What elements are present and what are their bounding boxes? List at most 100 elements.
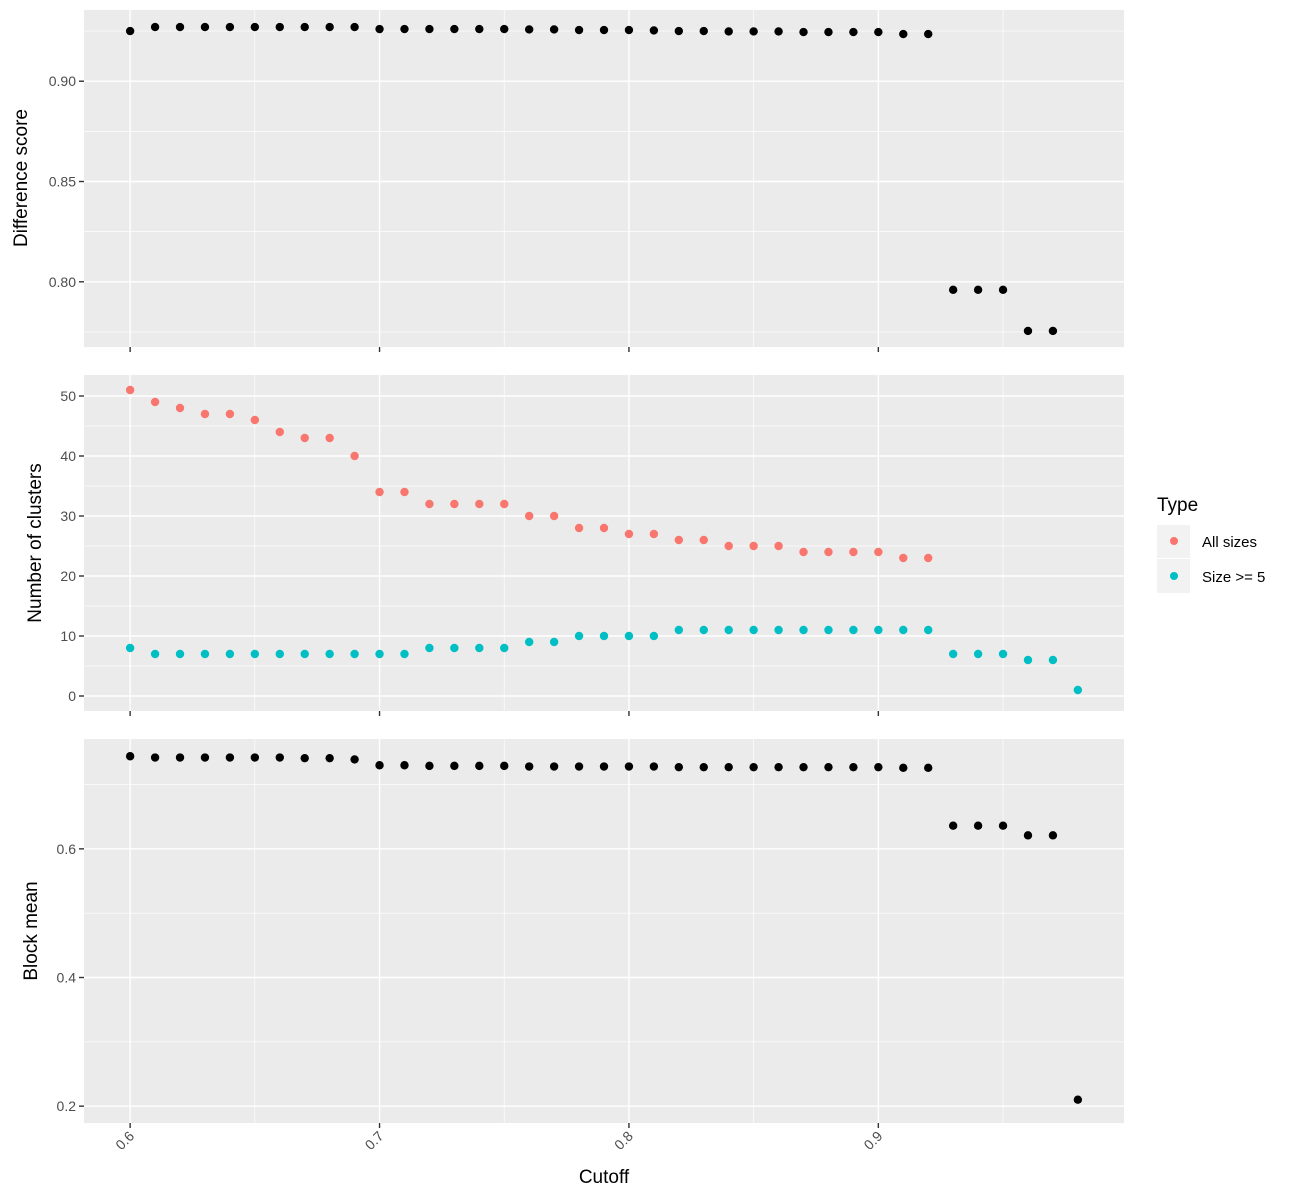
data-point-bottom bbox=[1048, 831, 1058, 840]
data-point-all-sizes bbox=[749, 541, 758, 551]
data-point-all-sizes bbox=[275, 427, 284, 437]
data-point-all-sizes bbox=[400, 487, 409, 497]
data-point-size-5 bbox=[1048, 655, 1058, 665]
data-point-size-5 bbox=[1023, 655, 1033, 665]
data-point-top bbox=[624, 25, 634, 35]
data-point-size-5 bbox=[624, 631, 634, 641]
data-point-all-sizes bbox=[549, 511, 559, 521]
panel-bottom-background bbox=[84, 739, 1124, 1123]
legend-key-size-5 bbox=[1170, 572, 1178, 580]
data-point-top bbox=[1023, 326, 1033, 336]
data-point-size-5 bbox=[998, 649, 1008, 659]
data-point-top bbox=[350, 22, 359, 32]
data-point-bottom bbox=[649, 762, 659, 771]
data-point-size-5 bbox=[524, 637, 534, 647]
y-tick-label-top: 0.85 bbox=[49, 174, 76, 190]
data-point-bottom bbox=[450, 761, 459, 771]
data-point-all-sizes bbox=[849, 547, 858, 557]
x-tick-label: 0.9 bbox=[860, 1128, 885, 1153]
data-point-size-5 bbox=[599, 631, 609, 641]
y-tick-label-bottom: 0.4 bbox=[57, 970, 77, 986]
data-point-bottom bbox=[574, 762, 584, 771]
data-point-all-sizes bbox=[524, 511, 534, 521]
data-point-size-5 bbox=[799, 625, 808, 635]
data-point-bottom bbox=[175, 753, 185, 762]
data-point-all-sizes bbox=[649, 529, 659, 539]
data-point-bottom bbox=[749, 762, 758, 772]
data-point-all-sizes bbox=[699, 535, 708, 545]
data-point-size-5 bbox=[425, 643, 434, 653]
data-point-bottom bbox=[300, 753, 309, 763]
data-point-all-sizes bbox=[200, 409, 210, 419]
data-point-size-5 bbox=[325, 649, 334, 659]
y-tick-label-bottom: 0.6 bbox=[57, 841, 77, 857]
data-point-all-sizes bbox=[674, 535, 684, 545]
data-point-all-sizes bbox=[774, 541, 783, 551]
data-point-bottom bbox=[500, 761, 509, 771]
data-point-top bbox=[599, 25, 609, 35]
data-point-all-sizes bbox=[799, 547, 808, 557]
data-point-size-5 bbox=[150, 649, 160, 659]
data-point-size-5 bbox=[849, 625, 858, 635]
data-point-size-5 bbox=[175, 649, 185, 659]
data-point-bottom bbox=[524, 762, 534, 771]
x-axis-title: Cutoff bbox=[579, 1167, 630, 1188]
data-point-top bbox=[724, 27, 733, 36]
data-point-all-sizes bbox=[175, 403, 185, 413]
data-point-bottom bbox=[973, 821, 983, 830]
data-point-top bbox=[500, 24, 509, 34]
data-point-size-5 bbox=[649, 631, 659, 641]
data-point-size-5 bbox=[450, 643, 459, 653]
data-point-bottom bbox=[824, 762, 833, 772]
data-point-all-sizes bbox=[425, 499, 434, 509]
data-point-bottom bbox=[549, 762, 559, 771]
data-point-top bbox=[699, 26, 708, 36]
data-point-bottom bbox=[774, 762, 783, 772]
data-point-top bbox=[425, 24, 434, 34]
data-point-top bbox=[375, 24, 384, 34]
data-point-all-sizes bbox=[599, 523, 609, 533]
points-layer bbox=[125, 22, 1083, 1104]
data-point-size-5 bbox=[948, 649, 958, 659]
y-axis-title-middle: Number of clusters bbox=[25, 463, 46, 622]
data-point-top bbox=[125, 26, 135, 36]
legend-key-all-sizes bbox=[1170, 537, 1178, 545]
data-point-size-5 bbox=[724, 625, 733, 635]
x-tick-label: 0.7 bbox=[362, 1128, 387, 1153]
data-point-top bbox=[400, 24, 409, 34]
data-point-all-sizes bbox=[450, 499, 459, 509]
data-point-top bbox=[175, 22, 185, 32]
data-point-top bbox=[225, 22, 235, 32]
data-point-all-sizes bbox=[300, 433, 309, 443]
y-tick-label-middle: 30 bbox=[60, 508, 76, 524]
y-tick-label-bottom: 0.2 bbox=[57, 1098, 77, 1114]
data-point-top bbox=[674, 26, 684, 36]
data-point-all-sizes bbox=[150, 397, 160, 407]
data-point-all-sizes bbox=[375, 487, 384, 497]
y-tick-label-middle: 20 bbox=[60, 568, 76, 584]
data-point-top bbox=[275, 22, 284, 32]
data-point-bottom bbox=[350, 755, 359, 764]
data-point-size-5 bbox=[225, 649, 235, 659]
legend-label-all-sizes: All sizes bbox=[1202, 534, 1257, 551]
data-point-all-sizes bbox=[724, 541, 733, 551]
data-point-size-5 bbox=[699, 625, 708, 635]
data-point-bottom bbox=[150, 753, 160, 762]
data-point-size-5 bbox=[674, 625, 684, 635]
data-point-top bbox=[649, 26, 659, 35]
data-point-all-sizes bbox=[899, 553, 908, 563]
data-point-all-sizes bbox=[350, 451, 359, 461]
legend-label-size-5: Size >= 5 bbox=[1202, 569, 1265, 586]
data-point-bottom bbox=[200, 753, 210, 762]
data-point-top bbox=[924, 29, 933, 39]
data-point-size-5 bbox=[300, 649, 309, 659]
y-axis-title-bottom: Block mean bbox=[21, 881, 42, 980]
y-tick-label-middle: 0 bbox=[68, 688, 76, 704]
data-point-bottom bbox=[325, 753, 334, 763]
data-point-size-5 bbox=[874, 625, 883, 635]
data-point-bottom bbox=[375, 761, 384, 770]
data-point-size-5 bbox=[375, 649, 384, 659]
data-point-size-5 bbox=[774, 625, 783, 635]
x-tick-label: 0.8 bbox=[611, 1128, 636, 1153]
